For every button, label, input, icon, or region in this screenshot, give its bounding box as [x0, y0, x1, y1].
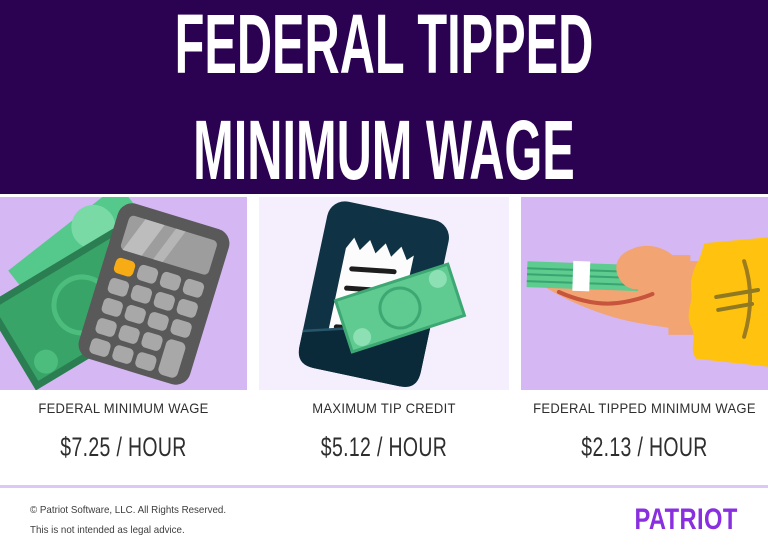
stat-value: $2.13 / HOUR	[581, 432, 708, 462]
page-title-line-2: MINIMUM WAGE	[193, 102, 575, 197]
stat-maximum-tip-credit: MAXIMUM TIP CREDIT $5.12 / HOUR	[259, 400, 509, 485]
stat-federal-tipped-minimum-wage: FEDERAL TIPPED MINIMUM WAGE $2.13 / HOUR	[521, 400, 768, 485]
illustration-panels	[0, 197, 768, 390]
hand-holding-cash-illustration	[526, 237, 768, 367]
panel-federal-minimum-wage	[0, 197, 247, 390]
footer-divider	[0, 485, 768, 488]
stat-value: $5.12 / HOUR	[320, 432, 448, 462]
cash-and-calculator-illustration	[0, 197, 230, 390]
legal-text: © Patriot Software, LLC. All Rights Rese…	[30, 500, 226, 540]
phone-receipt-and-cash-illustration	[298, 201, 467, 387]
header: FEDERAL TIPPED MINIMUM WAGE	[0, 0, 768, 197]
stat-label: FEDERAL MINIMUM WAGE	[38, 400, 209, 416]
stat-label: MAXIMUM TIP CREDIT	[312, 400, 456, 416]
stat-label: FEDERAL TIPPED MINIMUM WAGE	[533, 400, 756, 416]
footer: © Patriot Software, LLC. All Rights Rese…	[0, 488, 768, 552]
panel-maximum-tip-credit	[259, 197, 509, 390]
stats-row: FEDERAL MINIMUM WAGE $7.25 / HOUR MAXIMU…	[0, 390, 768, 485]
stat-value: $7.25 / HOUR	[60, 432, 187, 462]
panel-federal-tipped-minimum-wage	[521, 197, 768, 390]
page-title-line-1: FEDERAL TIPPED	[174, 0, 594, 91]
stat-federal-minimum-wage: FEDERAL MINIMUM WAGE $7.25 / HOUR	[0, 400, 247, 485]
copyright-text: © Patriot Software, LLC. All Rights Rese…	[30, 504, 227, 516]
patriot-logo: PATRIOT	[634, 503, 738, 536]
disclaimer-text: This is not intended as legal advice.	[30, 524, 185, 536]
